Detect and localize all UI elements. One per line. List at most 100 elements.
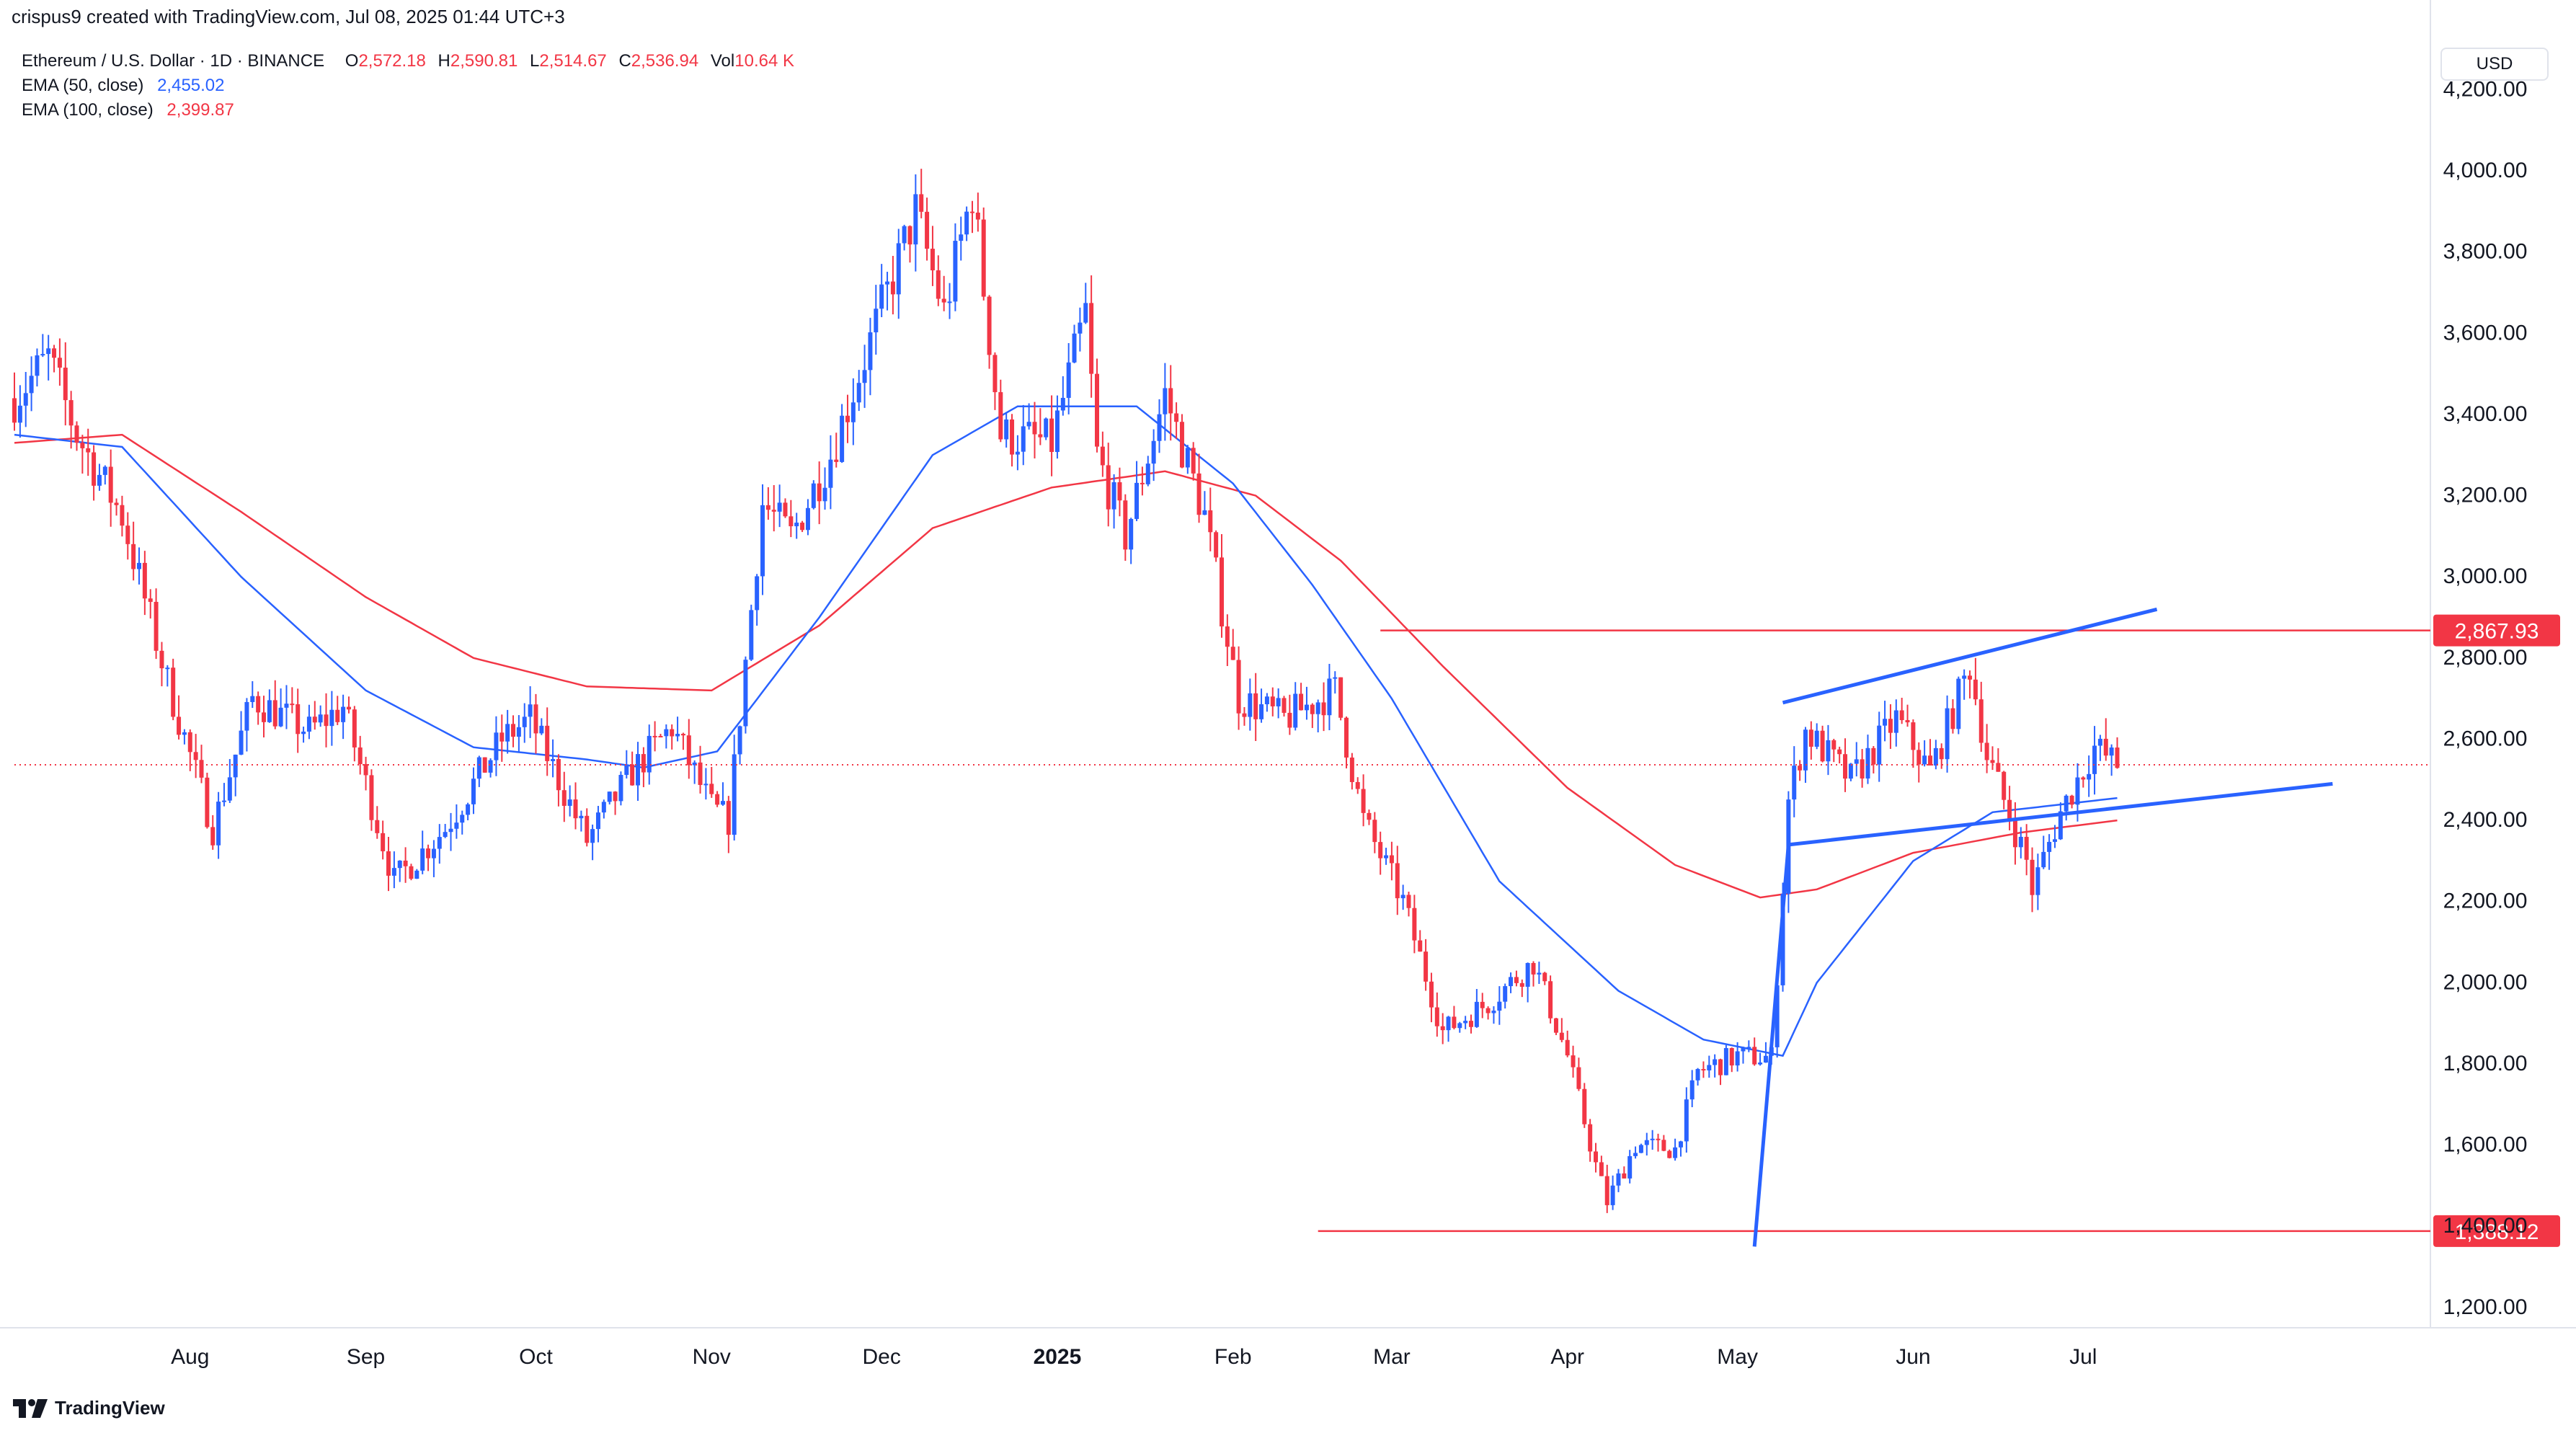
candle-body [1831,740,1836,750]
candle-body [1066,362,1071,398]
candle [618,771,623,806]
candle [488,758,493,778]
candle-body [1594,1151,1599,1163]
x-axis: Aug Sep Oct Nov Dec 2025 Feb Mar Apr May Jun Jul [171,1345,2097,1369]
candle-body [579,815,584,819]
candle-body [1599,1162,1604,1176]
candle-body [454,822,459,829]
x-tick-label: Mar [1373,1345,1411,1369]
tradingview-logo[interactable]: TradingView [13,1397,165,1419]
candle [1157,399,1162,453]
candle-body [1837,749,1842,755]
candle [1503,983,1508,1009]
candle-body [1400,895,1405,899]
candle [1440,1013,1445,1044]
candle-body [1333,677,1338,679]
candle-body [1395,863,1400,899]
legend-symbol[interactable]: Ethereum / U.S. Dollar · 1D · BINANCE [22,51,325,71]
candle-body [1242,713,1247,717]
legend-ema100-label: EMA (100, close) [22,100,154,120]
candle-body [414,870,419,879]
candle [177,695,182,740]
legend-ema100-value: 2,399.87 [166,100,234,120]
candle [125,512,130,560]
candle [1599,1155,1604,1176]
x-tick-label: Sep [347,1345,385,1369]
candle [1792,746,1797,817]
candle-body [1248,693,1253,717]
candle [1537,962,1542,985]
candle-body [1752,1047,1757,1065]
candle-body [686,735,691,766]
candle-body [1860,759,1865,779]
candle-body [1905,720,1910,723]
candle [1044,417,1049,440]
candle [1129,518,1134,564]
candle-body [420,848,425,871]
candle [567,785,572,817]
candle-body [1939,747,1944,760]
candle [1424,939,1429,991]
candle [1911,719,1916,768]
level-price-tag [2433,614,2560,647]
candle-body [947,301,952,303]
candle [1179,414,1184,469]
candle-body [171,667,176,717]
candle [154,588,159,660]
candle-body [1854,759,1859,764]
candle-body [1100,446,1105,466]
candle [1826,724,1831,776]
candle-body [1627,1155,1633,1179]
candle-body [998,392,1003,440]
candle-body [1208,510,1213,533]
candle [284,685,289,729]
candle-body [148,598,153,602]
candle [1723,1044,1728,1075]
candle-body [1179,422,1184,468]
candle [561,771,567,822]
candle-body [471,778,476,804]
candle [1673,1138,1678,1161]
candle [1893,699,1898,747]
candle [369,769,374,831]
currency-selector[interactable]: USD [2440,48,2549,81]
legend-ema50-row[interactable]: EMA (50, close) 2,455.02 [22,74,794,98]
candle-body [403,860,408,866]
candle-body [675,734,680,737]
candle [1758,1052,1763,1066]
candle-body [800,523,805,531]
candle-body [1604,1176,1609,1205]
candle-body [272,700,277,727]
candle-body [828,459,833,488]
y-tick-label: 1,600.00 [2443,1133,2528,1157]
candle-body [125,525,130,544]
candle [35,348,40,387]
candle [817,461,822,525]
candle-body [1571,1055,1576,1068]
legend-ema100-row[interactable]: EMA (100, close) 2,399.87 [22,98,794,123]
legend-high-value: 2,590.81 [450,51,518,71]
candle [1168,365,1173,441]
candle [1094,358,1099,453]
candle [301,727,306,743]
candle-body [1582,1088,1587,1124]
candle [1860,749,1865,788]
candle-body [726,801,731,835]
candle-body [1424,951,1429,982]
candle-body [267,700,272,722]
candle-body [1843,754,1848,779]
x-tick-label: Oct [519,1345,553,1369]
candle [1253,673,1258,741]
candle-body [1576,1067,1581,1089]
candle-body [1378,842,1383,859]
candle-body [805,507,810,531]
candle-body [92,452,97,486]
candle [1525,962,1530,1003]
candle-body [1638,1145,1643,1153]
candle [1950,698,1955,734]
ema100-line [14,433,2118,899]
candle-body [391,868,396,876]
candle [613,791,618,815]
candle [148,589,153,619]
